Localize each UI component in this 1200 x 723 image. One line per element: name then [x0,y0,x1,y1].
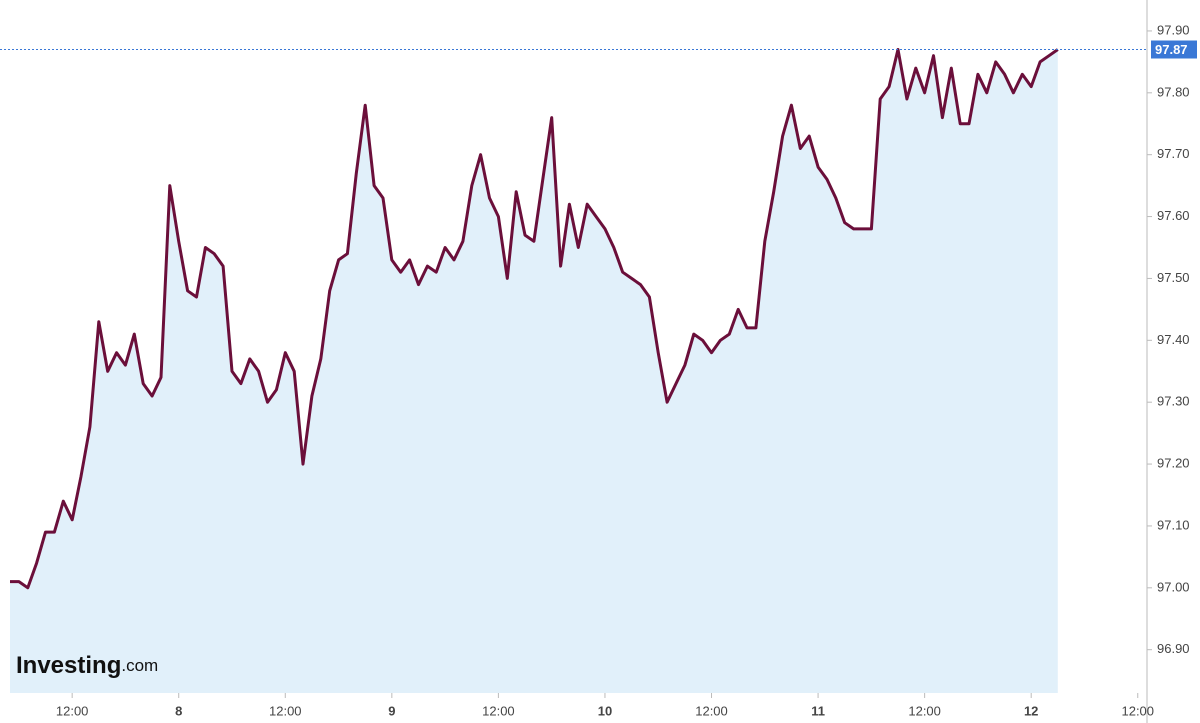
y-tick-label: 97.40 [1157,332,1190,347]
x-tick-label: 8 [175,703,182,718]
watermark-suffix: .com [121,656,158,675]
y-tick-label: 97.90 [1157,22,1190,37]
price-line [10,48,1059,590]
y-tick-label: 97.50 [1157,270,1190,285]
watermark: Investing.com [16,652,158,679]
y-tick-label: 97.00 [1157,579,1190,594]
y-tick-label: 96.90 [1157,641,1190,656]
y-tick-label: 97.80 [1157,84,1190,99]
y-tick-label: 97.10 [1157,517,1190,532]
watermark-brand: Investing [16,652,121,679]
x-tick-label: 12:00 [1121,703,1154,718]
x-tick-label: 12 [1024,703,1038,718]
x-tick-label: 9 [388,703,395,718]
y-tick-label: 97.20 [1157,456,1190,471]
x-tick-label: 12:00 [482,703,515,718]
last-value-box [1151,40,1197,59]
x-tick-label: 12:00 [269,703,302,718]
area-fill [10,49,1058,693]
x-tick-label: 11 [811,703,825,718]
x-tick-label: 12:00 [695,703,728,718]
y-tick-label: 97.60 [1157,208,1190,223]
x-tick-label: 12:00 [908,703,941,718]
last-value-label: 97.87 [1155,42,1188,57]
y-tick-label: 97.30 [1157,394,1190,409]
x-tick-label: 12:00 [56,703,89,718]
y-tick-label: 97.70 [1157,146,1190,161]
x-tick-label: 10 [598,703,612,718]
